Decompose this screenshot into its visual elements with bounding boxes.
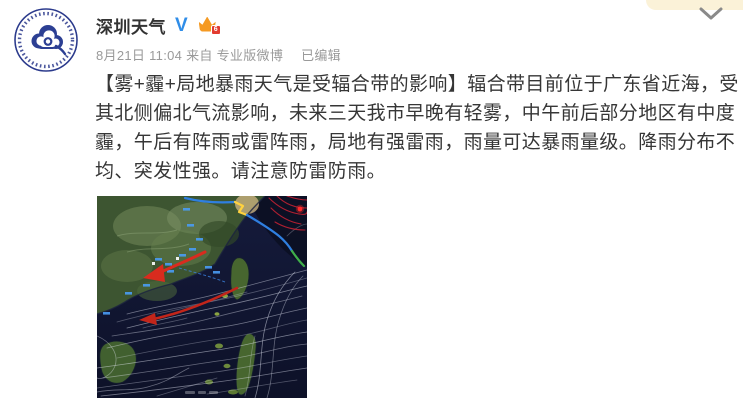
wind-streamline-map xyxy=(97,196,307,398)
weather-map-image[interactable] xyxy=(97,196,307,398)
chevron-down-icon[interactable] xyxy=(699,7,723,21)
post-source[interactable]: 专业版微博 xyxy=(216,48,284,63)
weather-bureau-logo-icon xyxy=(14,8,78,72)
vip-level-number: 6 xyxy=(210,24,221,35)
post-meta: 8月21日 11:04 来自 专业版微博 已编辑 xyxy=(96,45,341,64)
post-text: 【雾+霾+局地暴雨天气是受辐合带的影响】辐合带目前位于广东省近海，受其北侧偏北气… xyxy=(95,74,739,182)
notification-banner-remnant xyxy=(646,0,743,10)
verified-badge-icon: V xyxy=(175,14,188,36)
edited-label: 已编辑 xyxy=(301,48,341,63)
vip-level-icon: 6 xyxy=(198,16,221,35)
from-label: 来自 xyxy=(186,48,213,63)
avatar[interactable] xyxy=(14,8,78,72)
username[interactable]: 深圳天气 xyxy=(96,17,166,37)
post-timestamp[interactable]: 8月21日 11:04 xyxy=(96,48,183,63)
post-header: 深圳天气 V 6 xyxy=(96,12,221,38)
